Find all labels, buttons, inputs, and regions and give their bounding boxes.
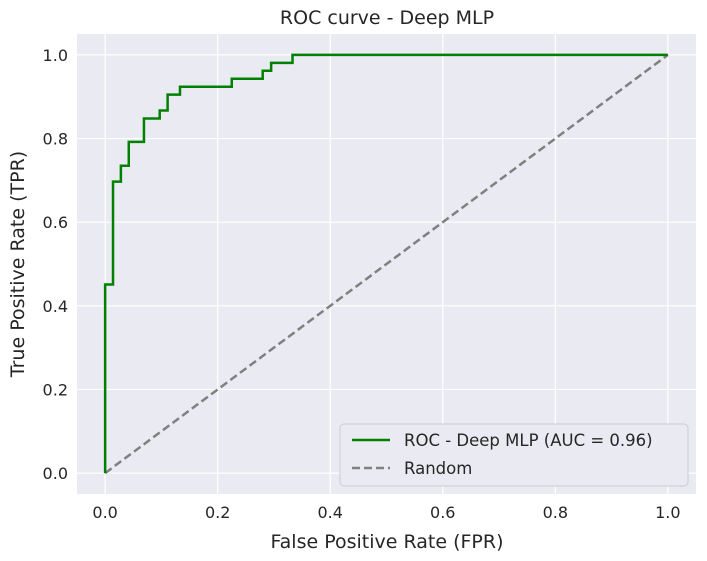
x-tick-label: 0.0 [92, 503, 117, 522]
x-tick-label: 0.2 [205, 503, 230, 522]
x-tick-label: 0.4 [318, 503, 343, 522]
x-axis-label: False Positive Rate (FPR) [270, 531, 503, 553]
y-tick-label: 0.0 [43, 464, 68, 483]
legend-label-random: Random [404, 459, 472, 478]
x-tick-label: 1.0 [655, 503, 680, 522]
y-tick-label: 1.0 [43, 46, 68, 65]
series-layer [103, 53, 669, 475]
random-baseline-line [104, 53, 669, 475]
y-tick-label: 0.2 [43, 380, 68, 399]
legend: ROC - Deep MLP (AUC = 0.96) Random [339, 423, 689, 487]
y-tick-label: 0.8 [43, 130, 68, 149]
x-tick-label: 0.6 [430, 503, 455, 522]
legend-label-roc: ROC - Deep MLP (AUC = 0.96) [404, 431, 653, 450]
y-tick-label: 0.6 [43, 213, 68, 232]
chart-title: ROC curve - Deep MLP [280, 7, 494, 29]
legend-box [339, 423, 689, 487]
y-tick-label: 0.4 [43, 297, 68, 316]
tick-labels: 0.0 0.2 0.4 0.6 0.8 1.0 0.0 0.2 0.4 0.6 0.8 1.0 [43, 46, 681, 522]
x-tick-label: 0.8 [543, 503, 568, 522]
y-axis-label: True Positive Rate (TPR) [7, 151, 29, 378]
grid [77, 34, 696, 494]
roc-curve-line [103, 53, 668, 474]
